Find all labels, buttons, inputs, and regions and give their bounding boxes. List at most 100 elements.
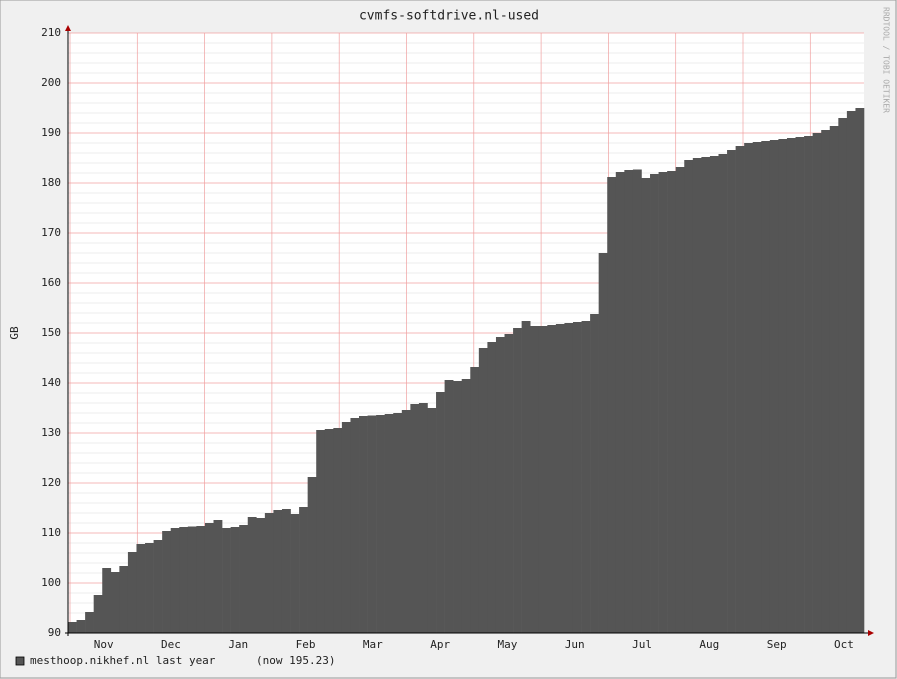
bar [641,178,651,633]
bar [68,622,77,633]
bar [478,348,488,633]
x-tick-label: Jan [228,638,248,651]
bar [778,139,788,633]
x-tick-label: Feb [296,638,316,651]
bar [307,477,317,633]
watermark: RRDTOOL / TOBI OETIKER [882,7,891,113]
bar [632,169,642,633]
bar [436,392,445,633]
bar [504,334,514,633]
legend-swatch [15,656,25,666]
bar [85,612,94,633]
bar [299,507,308,633]
legend-label: mesthoop.nikhef.nl last year [30,654,216,667]
y-tick-label: 180 [41,176,61,189]
bar [93,595,103,633]
bar [615,172,625,633]
bar [675,167,685,633]
bar [170,528,180,633]
bar [684,160,694,633]
bar [744,143,754,633]
x-tick-label: Nov [94,638,114,651]
bar [804,136,813,633]
y-tick-label: 90 [48,626,61,639]
bar [547,325,557,633]
bar [359,416,368,633]
x-tick-label: Sep [767,638,787,651]
bar [555,324,565,633]
bar [179,527,189,633]
x-tick-label: Jun [565,638,585,651]
bar [761,141,771,633]
y-tick-label: 200 [41,76,61,89]
bar [281,509,291,633]
bar [273,510,283,633]
bar [718,154,728,633]
legend-note: (now 195.23) [256,654,335,667]
bar [786,138,796,633]
bar [530,326,540,633]
x-tick-label: Apr [430,638,450,651]
bar [153,540,163,633]
bar [290,514,300,633]
bar [350,418,360,633]
bar [264,513,274,633]
y-tick-label: 140 [41,376,61,389]
bar [727,150,736,633]
chart-title: cvmfs-softdrive.nl-used [359,9,539,24]
bar [393,413,403,633]
bar [513,328,522,633]
bar [564,323,574,633]
bar [76,620,86,633]
bar [127,552,137,633]
bar [735,146,745,633]
bar [110,572,120,633]
y-arrow [65,25,71,31]
bar [333,428,343,633]
bar [213,520,223,633]
bar [196,526,206,633]
bar [230,527,240,633]
bar [444,380,454,633]
bar [204,523,214,633]
y-axis-label: GB [8,326,21,340]
bar [821,130,831,633]
y-tick-label: 100 [41,576,61,589]
bar [162,531,172,633]
bar [829,126,839,633]
y-tick-label: 190 [41,126,61,139]
y-tick-label: 110 [41,526,61,539]
y-tick-label: 120 [41,476,61,489]
x-tick-label: Dec [161,638,181,651]
bar [855,108,865,633]
bar [709,156,719,633]
bar [256,518,266,633]
bar [119,566,129,633]
bar [846,111,856,633]
bar [701,157,711,633]
y-tick-label: 130 [41,426,61,439]
bar [769,140,779,633]
bar [316,430,326,633]
bar [581,321,591,633]
bar [222,528,231,633]
x-tick-label: May [498,638,518,651]
bar [376,415,385,633]
bar [418,403,428,633]
bar [572,322,582,633]
bar [145,543,154,633]
bar [607,177,617,633]
x-tick-label: Aug [699,638,719,651]
bar [487,342,497,633]
bar [324,429,334,633]
bar [624,170,634,633]
bar [692,158,702,633]
bar [658,172,668,633]
bar [247,517,257,633]
bar [367,415,377,633]
y-tick-label: 150 [41,326,61,339]
bar [410,404,420,633]
bar [521,321,531,633]
